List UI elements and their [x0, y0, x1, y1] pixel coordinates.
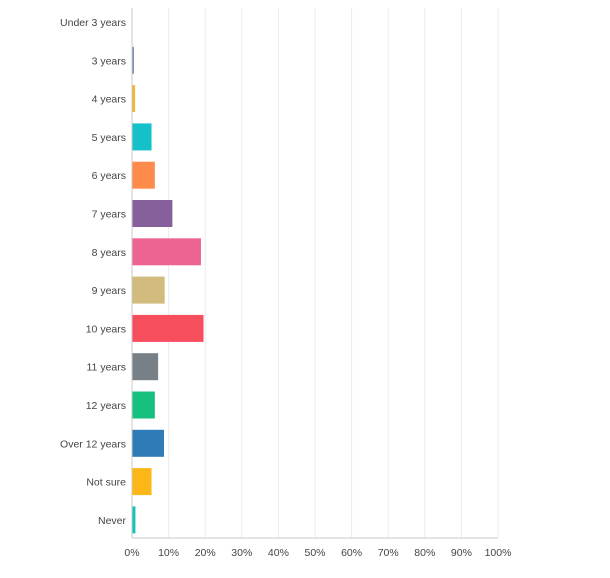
bar-never[interactable] — [132, 506, 136, 534]
x-tick-label: 20% — [195, 547, 216, 559]
x-tick-label: 60% — [341, 547, 362, 559]
category-label: 12 years — [86, 400, 126, 412]
category-label: Never — [98, 515, 127, 527]
category-label: Under 3 years — [60, 17, 126, 29]
bar-not-sure[interactable] — [132, 468, 152, 496]
bars — [132, 46, 204, 534]
category-label: 11 years — [87, 362, 127, 374]
category-label: 9 years — [92, 285, 126, 297]
bar-12-years[interactable] — [132, 391, 155, 419]
category-labels: Under 3 years 3 years 4 years 5 years 6 year… — [60, 17, 126, 527]
category-label: 3 years — [92, 55, 126, 67]
x-tick-label: 40% — [268, 547, 289, 559]
gridlines — [168, 8, 499, 538]
category-label: Over 12 years — [60, 438, 126, 450]
category-label: 6 years — [92, 170, 126, 182]
x-tick-label: 80% — [414, 547, 435, 559]
x-tick-label: 10% — [158, 547, 179, 559]
category-label: 10 years — [86, 323, 126, 335]
category-label: 4 years — [92, 94, 126, 106]
axis-lines — [131, 8, 498, 539]
x-tick-label: 50% — [304, 547, 325, 559]
x-tick-label: 0% — [124, 547, 139, 559]
x-tick-label: 30% — [231, 547, 252, 559]
category-label: Not sure — [86, 477, 126, 489]
category-label: 8 years — [92, 247, 126, 259]
bar-8-years[interactable] — [132, 238, 201, 266]
bar-5-years[interactable] — [132, 123, 152, 151]
category-label: 7 years — [92, 209, 126, 221]
x-tick-label: 90% — [451, 547, 472, 559]
bar-4-years[interactable] — [132, 85, 136, 113]
x-tick-label: 100% — [485, 547, 512, 559]
x-axis-tick-labels: 0% 10% 20% 30% 40% 50% 60% 70% 80% 90% 100% — [124, 547, 511, 559]
x-tick-label: 70% — [378, 547, 399, 559]
category-label: 5 years — [92, 132, 126, 144]
bar-11-years[interactable] — [132, 353, 159, 381]
bar-6-years[interactable] — [132, 161, 155, 189]
bar-3-years[interactable] — [132, 46, 134, 74]
bar-over-12-years[interactable] — [132, 429, 164, 457]
bar-9-years[interactable] — [132, 276, 165, 304]
bar-7-years[interactable] — [132, 200, 173, 227]
bar-10-years[interactable] — [132, 314, 204, 342]
